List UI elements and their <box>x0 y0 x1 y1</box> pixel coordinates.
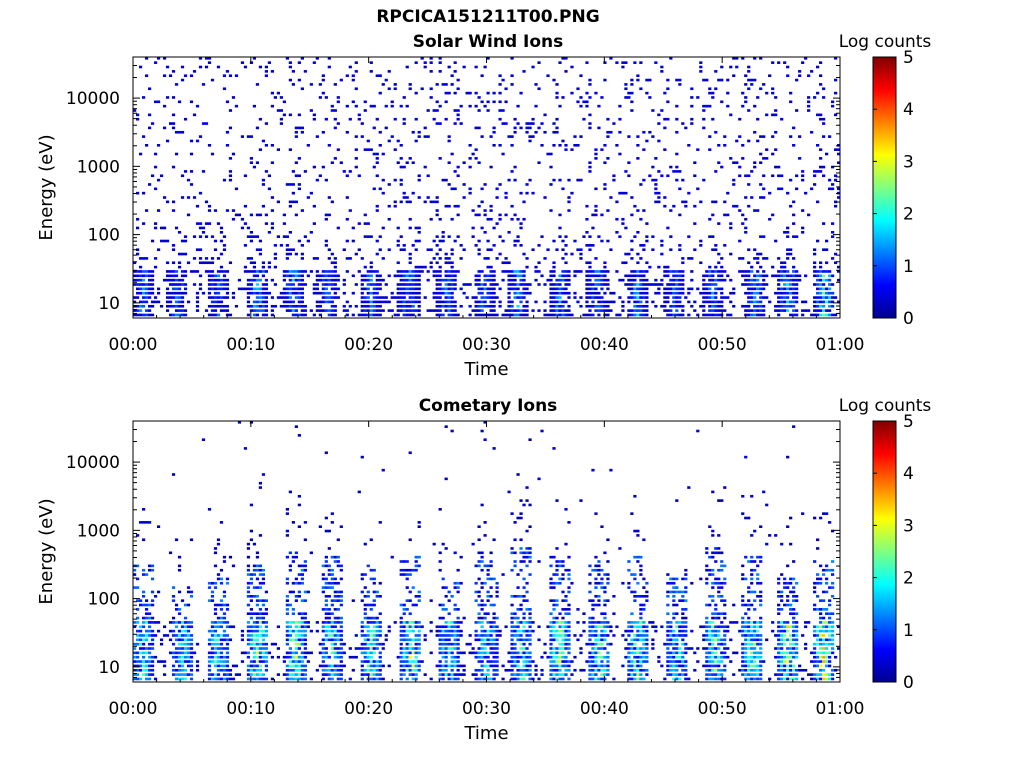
colorbar-tick-label: 4 <box>903 100 914 120</box>
y-tick-label: 10000 <box>66 453 120 473</box>
x-tick-label: 00:50 <box>698 335 747 355</box>
figure-filename: RPCICA151211T00.PNG <box>376 7 600 27</box>
y-tick-label: 1000 <box>77 157 120 177</box>
solar-wind-ions-spectrogram: 00:00 00:10 00:20 00:30 00:40 00:50 01:0010100… <box>36 32 931 380</box>
colorbar-tick-label: 4 <box>903 464 914 484</box>
y-tick-label: 10000 <box>66 89 120 109</box>
colorbar-tick-label: 3 <box>903 152 914 172</box>
colorbar-tick-label: 0 <box>903 309 914 329</box>
x-tick-label: 00:40 <box>580 335 629 355</box>
colorbar <box>872 420 897 683</box>
x-tick-label: 00:20 <box>344 699 393 719</box>
x-tick-label: 00:50 <box>698 699 747 719</box>
y-tick-label: 100 <box>88 226 120 246</box>
colorbar-tick-label: 2 <box>903 205 914 225</box>
panel-title-solar-wind: Solar Wind Ions <box>412 32 564 52</box>
colorbar-tick-label: 5 <box>903 48 914 68</box>
y-axis-label: Energy (eV) <box>36 134 57 240</box>
y-tick-label: 10 <box>98 294 120 314</box>
x-tick-label: 00:30 <box>462 335 511 355</box>
colorbar-label: Log counts <box>839 32 932 52</box>
x-axis-label: Time <box>463 723 508 744</box>
x-tick-label: 01:00 <box>816 335 865 355</box>
x-tick-label: 00:20 <box>344 335 393 355</box>
colorbar-tick-label: 1 <box>903 257 914 277</box>
x-tick-label: 00:00 <box>109 335 158 355</box>
x-tick-label: 00:30 <box>462 699 511 719</box>
colorbar <box>872 56 897 319</box>
colorbar-label: Log counts <box>839 396 932 416</box>
panel-title-cometary: Cometary Ions <box>418 396 558 416</box>
y-axis-label: Energy (eV) <box>36 498 57 604</box>
x-tick-label: 00:10 <box>226 699 275 719</box>
x-tick-label: 00:10 <box>226 335 275 355</box>
y-tick-label: 100 <box>88 590 120 610</box>
x-tick-label: 00:00 <box>109 699 158 719</box>
y-tick-label: 10 <box>98 658 120 678</box>
x-axis-label: Time <box>463 359 508 380</box>
y-tick-label: 1000 <box>77 521 120 541</box>
x-tick-label: 00:40 <box>580 699 629 719</box>
colorbar-tick-label: 2 <box>903 569 914 589</box>
cometary-ions-spectrogram: 00:00 00:10 00:20 00:30 00:40 00:50 01:0010100… <box>36 396 931 744</box>
spectrogram-cells <box>133 421 841 681</box>
colorbar-tick-label: 1 <box>903 621 914 641</box>
colorbar-tick-label: 0 <box>903 673 914 693</box>
x-tick-label: 01:00 <box>816 699 865 719</box>
colorbar-tick-label: 5 <box>903 412 914 432</box>
colorbar-tick-label: 3 <box>903 516 914 536</box>
spectrogram-cells <box>133 57 841 317</box>
figure-title: RPCICA151211T00.PNG <box>0 6 976 28</box>
